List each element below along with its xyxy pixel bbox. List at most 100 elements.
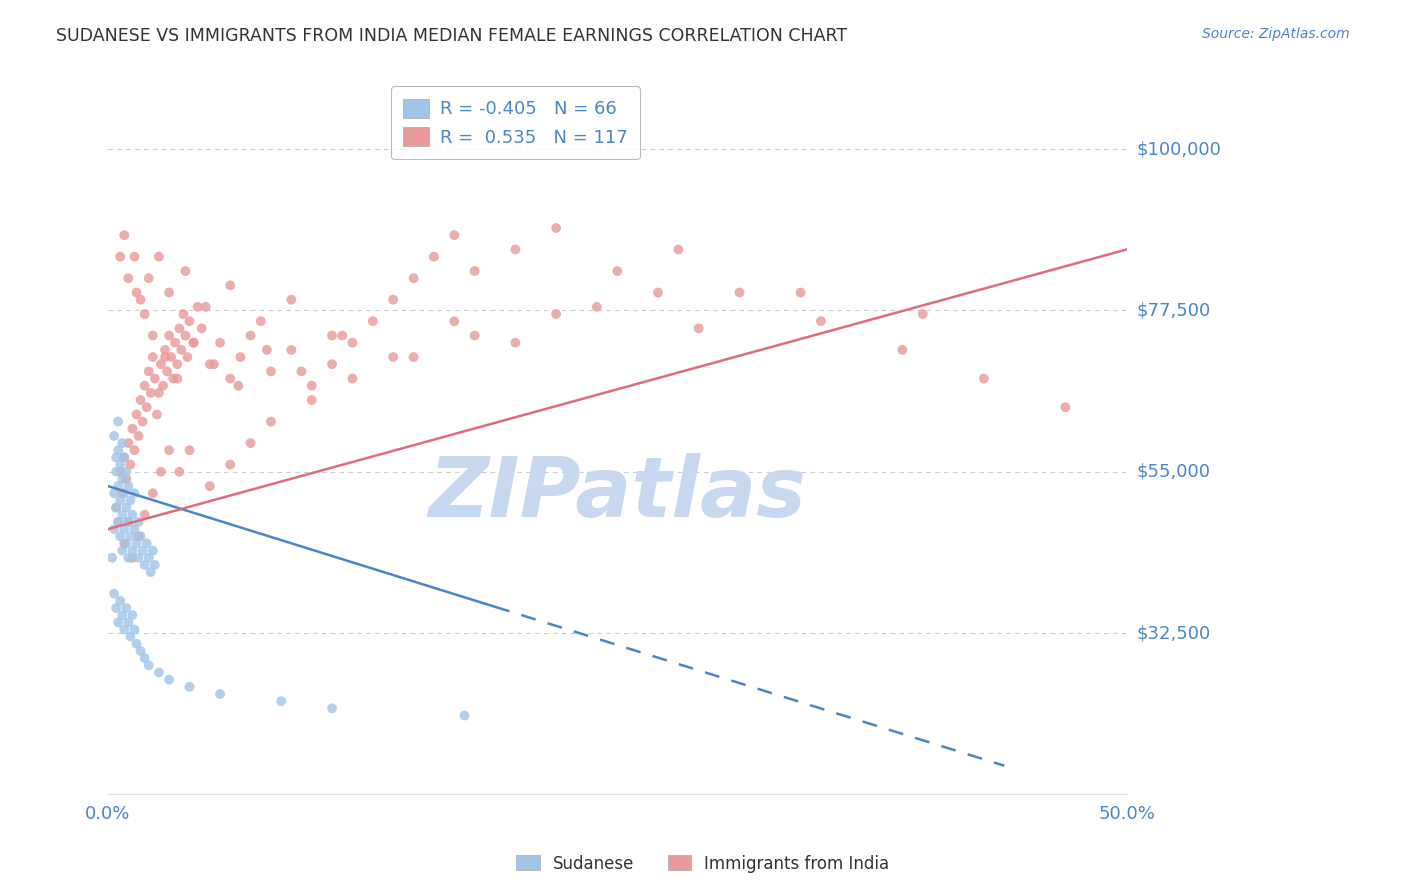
Point [115, 601, 138, 615]
Point [228, 378, 250, 392]
Point [117, 615, 139, 630]
Point [239, 328, 262, 343]
Point [115, 500, 138, 515]
Point [105, 601, 128, 615]
Point [174, 328, 197, 343]
Point [361, 314, 384, 328]
Point [105, 450, 128, 465]
Point [1054, 401, 1077, 415]
Point [179, 443, 201, 458]
Point [146, 408, 169, 422]
Text: $100,000: $100,000 [1136, 140, 1222, 158]
Point [134, 558, 156, 572]
Point [342, 335, 364, 350]
Point [152, 378, 174, 392]
Point [115, 465, 138, 479]
Point [101, 550, 124, 565]
Point [129, 644, 152, 658]
Point [112, 450, 135, 465]
Point [124, 623, 146, 637]
Point [142, 543, 165, 558]
Point [103, 429, 125, 443]
Point [179, 680, 201, 694]
Point [117, 436, 139, 450]
Point [546, 221, 568, 235]
Point [103, 522, 125, 536]
Point [464, 264, 486, 278]
Point [108, 493, 131, 508]
Point [229, 350, 252, 364]
Point [115, 536, 138, 550]
Point [464, 328, 486, 343]
Point [107, 515, 129, 529]
Point [117, 271, 139, 285]
Point [321, 328, 343, 343]
Point [103, 587, 125, 601]
Point [157, 673, 180, 687]
Point [108, 250, 131, 264]
Point [688, 321, 710, 335]
Point [108, 465, 131, 479]
Point [139, 385, 162, 400]
Point [148, 665, 170, 680]
Point [138, 658, 160, 673]
Point [107, 415, 129, 429]
Point [157, 328, 180, 343]
Point [138, 364, 160, 378]
Point [134, 651, 156, 665]
Point [111, 472, 134, 486]
Point [125, 637, 148, 651]
Point [256, 343, 278, 357]
Point [112, 228, 135, 243]
Point [157, 285, 180, 300]
Point [142, 328, 165, 343]
Point [112, 522, 135, 536]
Point [105, 465, 128, 479]
Point [134, 508, 156, 522]
Point [260, 415, 283, 429]
Point [117, 515, 139, 529]
Point [208, 335, 231, 350]
Point [891, 343, 914, 357]
Point [112, 536, 135, 550]
Point [443, 314, 465, 328]
Text: $77,500: $77,500 [1136, 301, 1211, 319]
Point [169, 465, 191, 479]
Point [129, 529, 152, 543]
Point [107, 479, 129, 493]
Point [111, 436, 134, 450]
Text: SUDANESE VS IMMIGRANTS FROM INDIA MEDIAN FEMALE EARNINGS CORRELATION CHART: SUDANESE VS IMMIGRANTS FROM INDIA MEDIAN… [56, 27, 848, 45]
Point [321, 701, 343, 715]
Point [179, 314, 201, 328]
Point [105, 500, 128, 515]
Point [124, 250, 146, 264]
Point [169, 321, 191, 335]
Text: Source: ZipAtlas.com: Source: ZipAtlas.com [1202, 27, 1350, 41]
Point [112, 486, 135, 500]
Point [129, 293, 152, 307]
Point [149, 357, 172, 371]
Point [157, 443, 180, 458]
Point [107, 615, 129, 630]
Point [112, 450, 135, 465]
Point [128, 529, 150, 543]
Point [402, 271, 425, 285]
Point [342, 371, 364, 385]
Point [125, 408, 148, 422]
Point [124, 486, 146, 500]
Point [117, 550, 139, 565]
Point [190, 321, 212, 335]
Point [135, 536, 157, 550]
Point [219, 458, 242, 472]
Point [172, 307, 194, 321]
Point [135, 401, 157, 415]
Point [107, 515, 129, 529]
Point [219, 278, 242, 293]
Point [453, 708, 475, 723]
Point [546, 307, 568, 321]
Point [156, 364, 179, 378]
Point [160, 350, 183, 364]
Point [728, 285, 751, 300]
Point [153, 350, 176, 364]
Point [973, 371, 995, 385]
